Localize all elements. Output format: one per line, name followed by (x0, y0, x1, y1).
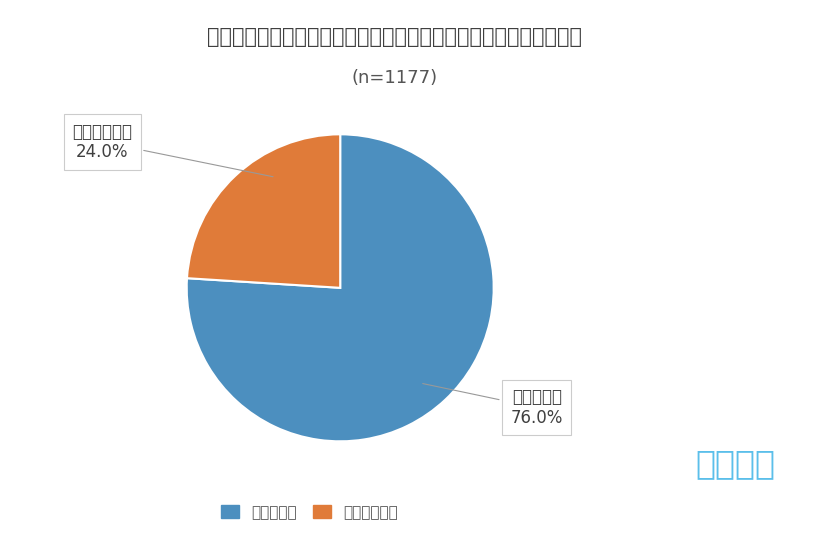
Text: 有給休暇を取得させることが義務化されたことを知っていますか？: 有給休暇を取得させることが義務化されたことを知っていますか？ (207, 27, 582, 47)
Text: エアトリ: エアトリ (695, 447, 775, 480)
Text: 知らなかった
24.0%: 知らなかった 24.0% (72, 123, 273, 177)
Legend: 知っていた, 知らなかった: 知っていた, 知らなかった (215, 498, 404, 526)
Text: (n=1177): (n=1177) (352, 69, 438, 87)
Text: 知っていた
76.0%: 知っていた 76.0% (423, 384, 563, 427)
Wedge shape (187, 134, 340, 288)
Wedge shape (186, 134, 494, 441)
